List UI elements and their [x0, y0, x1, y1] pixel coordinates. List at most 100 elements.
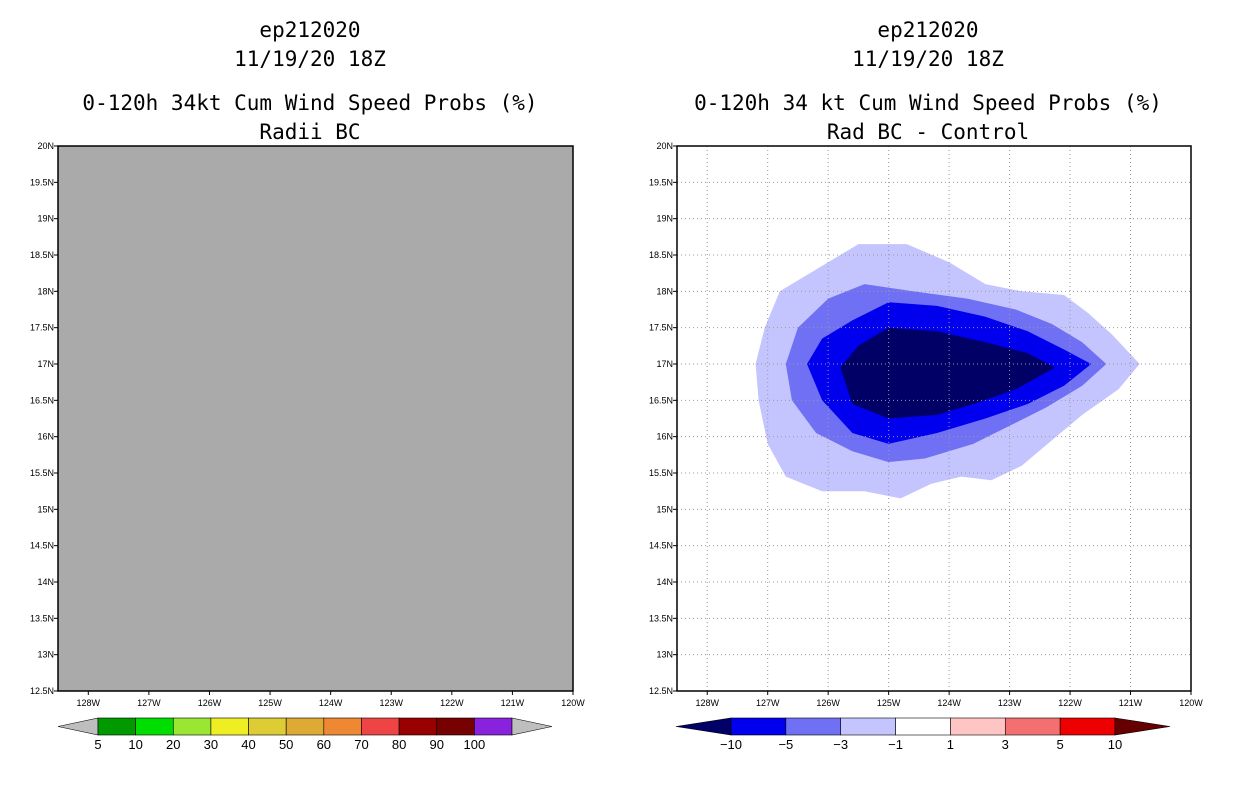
- left-colorbar-swatch: [361, 717, 400, 736]
- left-colorbar-label: 80: [392, 737, 406, 752]
- left-colorbar-label: 5: [94, 737, 101, 752]
- right-colorbar-swatch: [950, 717, 1006, 736]
- right-ytick-label: 13N: [656, 650, 673, 660]
- left-xtick-label: 122W: [440, 698, 464, 708]
- right-ytick-label: 17N: [656, 359, 673, 369]
- left-ytick-label: 15.5N: [30, 468, 54, 478]
- left-colorbar-swatch: [210, 717, 249, 736]
- left-colorbar-swatch: [398, 717, 438, 736]
- left-datetime: 11/19/20 18Z: [234, 47, 386, 71]
- left-colorbar-label: 100: [464, 737, 486, 752]
- right-colorbar-swatch: [1059, 717, 1116, 736]
- right-ytick-label: 13.5N: [649, 613, 673, 623]
- left-colorbar-swatch: [135, 717, 174, 736]
- right-xtick-label: 126W: [816, 698, 840, 708]
- right-ytick-label: 19N: [656, 214, 673, 224]
- right-colorbar-swatch: [730, 717, 787, 736]
- right-colorbar-swatch: [1004, 717, 1061, 736]
- right-ytick-label: 15.5N: [649, 468, 673, 478]
- right-colorbar-label: 3: [1002, 737, 1009, 752]
- right-contour-3: [840, 327, 1055, 419]
- right-chart-subtitle: Rad BC - Control: [827, 120, 1029, 144]
- left-colorbar-label: 10: [128, 737, 142, 752]
- left-colorbar-swatch: [248, 717, 287, 736]
- left-colorbar-swatch: [285, 717, 325, 736]
- left-colorbar-swatch: [323, 717, 362, 736]
- left-ytick-label: 14N: [37, 577, 54, 587]
- right-colorbar-low-triangle: [675, 717, 732, 736]
- left-colorbar-label: 70: [354, 737, 368, 752]
- left-ytick-label: 17N: [37, 359, 54, 369]
- left-xtick-label: 121W: [501, 698, 525, 708]
- left-xtick-label: 120W: [561, 698, 585, 708]
- left-colorbar-label: 90: [429, 737, 443, 752]
- left-colorbar: 5 10 20 30 40 50 60 70 80 90 100: [57, 717, 553, 752]
- right-xtick-label: 123W: [998, 698, 1022, 708]
- left-plot-area: 128W 127W 126W 125W 124W 123W 122W 121W 120W 12.5…: [30, 141, 585, 708]
- left-colorbar-swatch: [172, 717, 212, 736]
- left-colorbar-label: 60: [317, 737, 331, 752]
- left-xtick-label: 128W: [77, 698, 101, 708]
- left-colorbar-high-triangle: [511, 717, 553, 736]
- left-ytick-label: 13.5N: [30, 613, 54, 623]
- left-xtick-label: 127W: [137, 698, 161, 708]
- right-xtick-label: 122W: [1058, 698, 1082, 708]
- right-colorbar-label: −3: [833, 737, 848, 752]
- left-ytick-label: 15N: [37, 504, 54, 514]
- right-plot-area: 128W 127W 126W 125W 124W 123W 122W 121W 120W 12.5…: [649, 141, 1203, 708]
- left-ytick-label: 18.5N: [30, 250, 54, 260]
- left-xtick-label: 124W: [319, 698, 343, 708]
- left-xtick-label: 126W: [198, 698, 222, 708]
- right-storm-id: ep212020: [877, 18, 978, 42]
- left-plot-frame: [57, 145, 574, 692]
- right-ytick-label: 16N: [656, 432, 673, 442]
- right-chart-title: 0-120h 34 kt Cum Wind Speed Probs (%): [694, 91, 1162, 115]
- right-ytick-label: 18.5N: [649, 250, 673, 260]
- left-ytick-label: 17.5N: [30, 323, 54, 333]
- left-ytick-label: 16N: [37, 432, 54, 442]
- left-ytick-label: 19.5N: [30, 177, 54, 187]
- left-colorbar-swatch: [97, 717, 136, 736]
- right-colorbar-label: 10: [1108, 737, 1122, 752]
- right-ytick-label: 16.5N: [649, 395, 673, 405]
- left-ytick-label: 19N: [37, 214, 54, 224]
- left-colorbar-label: 20: [166, 737, 180, 752]
- right-xtick-label: 125W: [877, 698, 901, 708]
- right-colorbar-swatch: [840, 717, 896, 736]
- right-colorbar: −10 −5 −3 −1 1 3 5 10: [675, 717, 1171, 752]
- left-ytick-label: 18N: [37, 286, 54, 296]
- left-xtick-label: 123W: [379, 698, 403, 708]
- left-storm-id: ep212020: [259, 18, 360, 42]
- left-colorbar-label: 50: [279, 737, 293, 752]
- left-ytick-label: 12.5N: [30, 686, 54, 696]
- left-ytick-label: 20N: [37, 141, 54, 151]
- left-colorbar-low-triangle: [57, 717, 99, 736]
- left-ytick-label: 14.5N: [30, 541, 54, 551]
- right-ytick-label: 17.5N: [649, 323, 673, 333]
- left-colorbar-label: 30: [204, 737, 218, 752]
- right-ytick-label: 14N: [656, 577, 673, 587]
- right-ytick-label: 12.5N: [649, 686, 673, 696]
- left-xtick-label: 125W: [258, 698, 282, 708]
- left-colorbar-swatch: [474, 717, 513, 736]
- right-colorbar-label: −5: [778, 737, 793, 752]
- right-ytick-label: 18N: [656, 286, 673, 296]
- right-xtick-label: 121W: [1119, 698, 1143, 708]
- right-datetime: 11/19/20 18Z: [852, 47, 1004, 71]
- left-chart-title: 0-120h 34kt Cum Wind Speed Probs (%): [82, 91, 537, 115]
- right-xtick-label: 128W: [695, 698, 719, 708]
- right-colorbar-label: 5: [1057, 737, 1064, 752]
- right-xtick-label: 120W: [1179, 698, 1203, 708]
- left-colorbar-swatch: [436, 717, 475, 736]
- right-ytick-label: 19.5N: [649, 177, 673, 187]
- left-colorbar-label: 40: [241, 737, 255, 752]
- right-ytick-label: 15N: [656, 504, 673, 514]
- left-ytick-label: 13N: [37, 650, 54, 660]
- right-ytick-label: 14.5N: [649, 541, 673, 551]
- right-xtick-label: 124W: [937, 698, 961, 708]
- right-colorbar-high-triangle: [1114, 717, 1171, 736]
- right-xtick-label: 127W: [756, 698, 780, 708]
- right-colorbar-swatch: [895, 717, 951, 736]
- left-ytick-label: 16.5N: [30, 395, 54, 405]
